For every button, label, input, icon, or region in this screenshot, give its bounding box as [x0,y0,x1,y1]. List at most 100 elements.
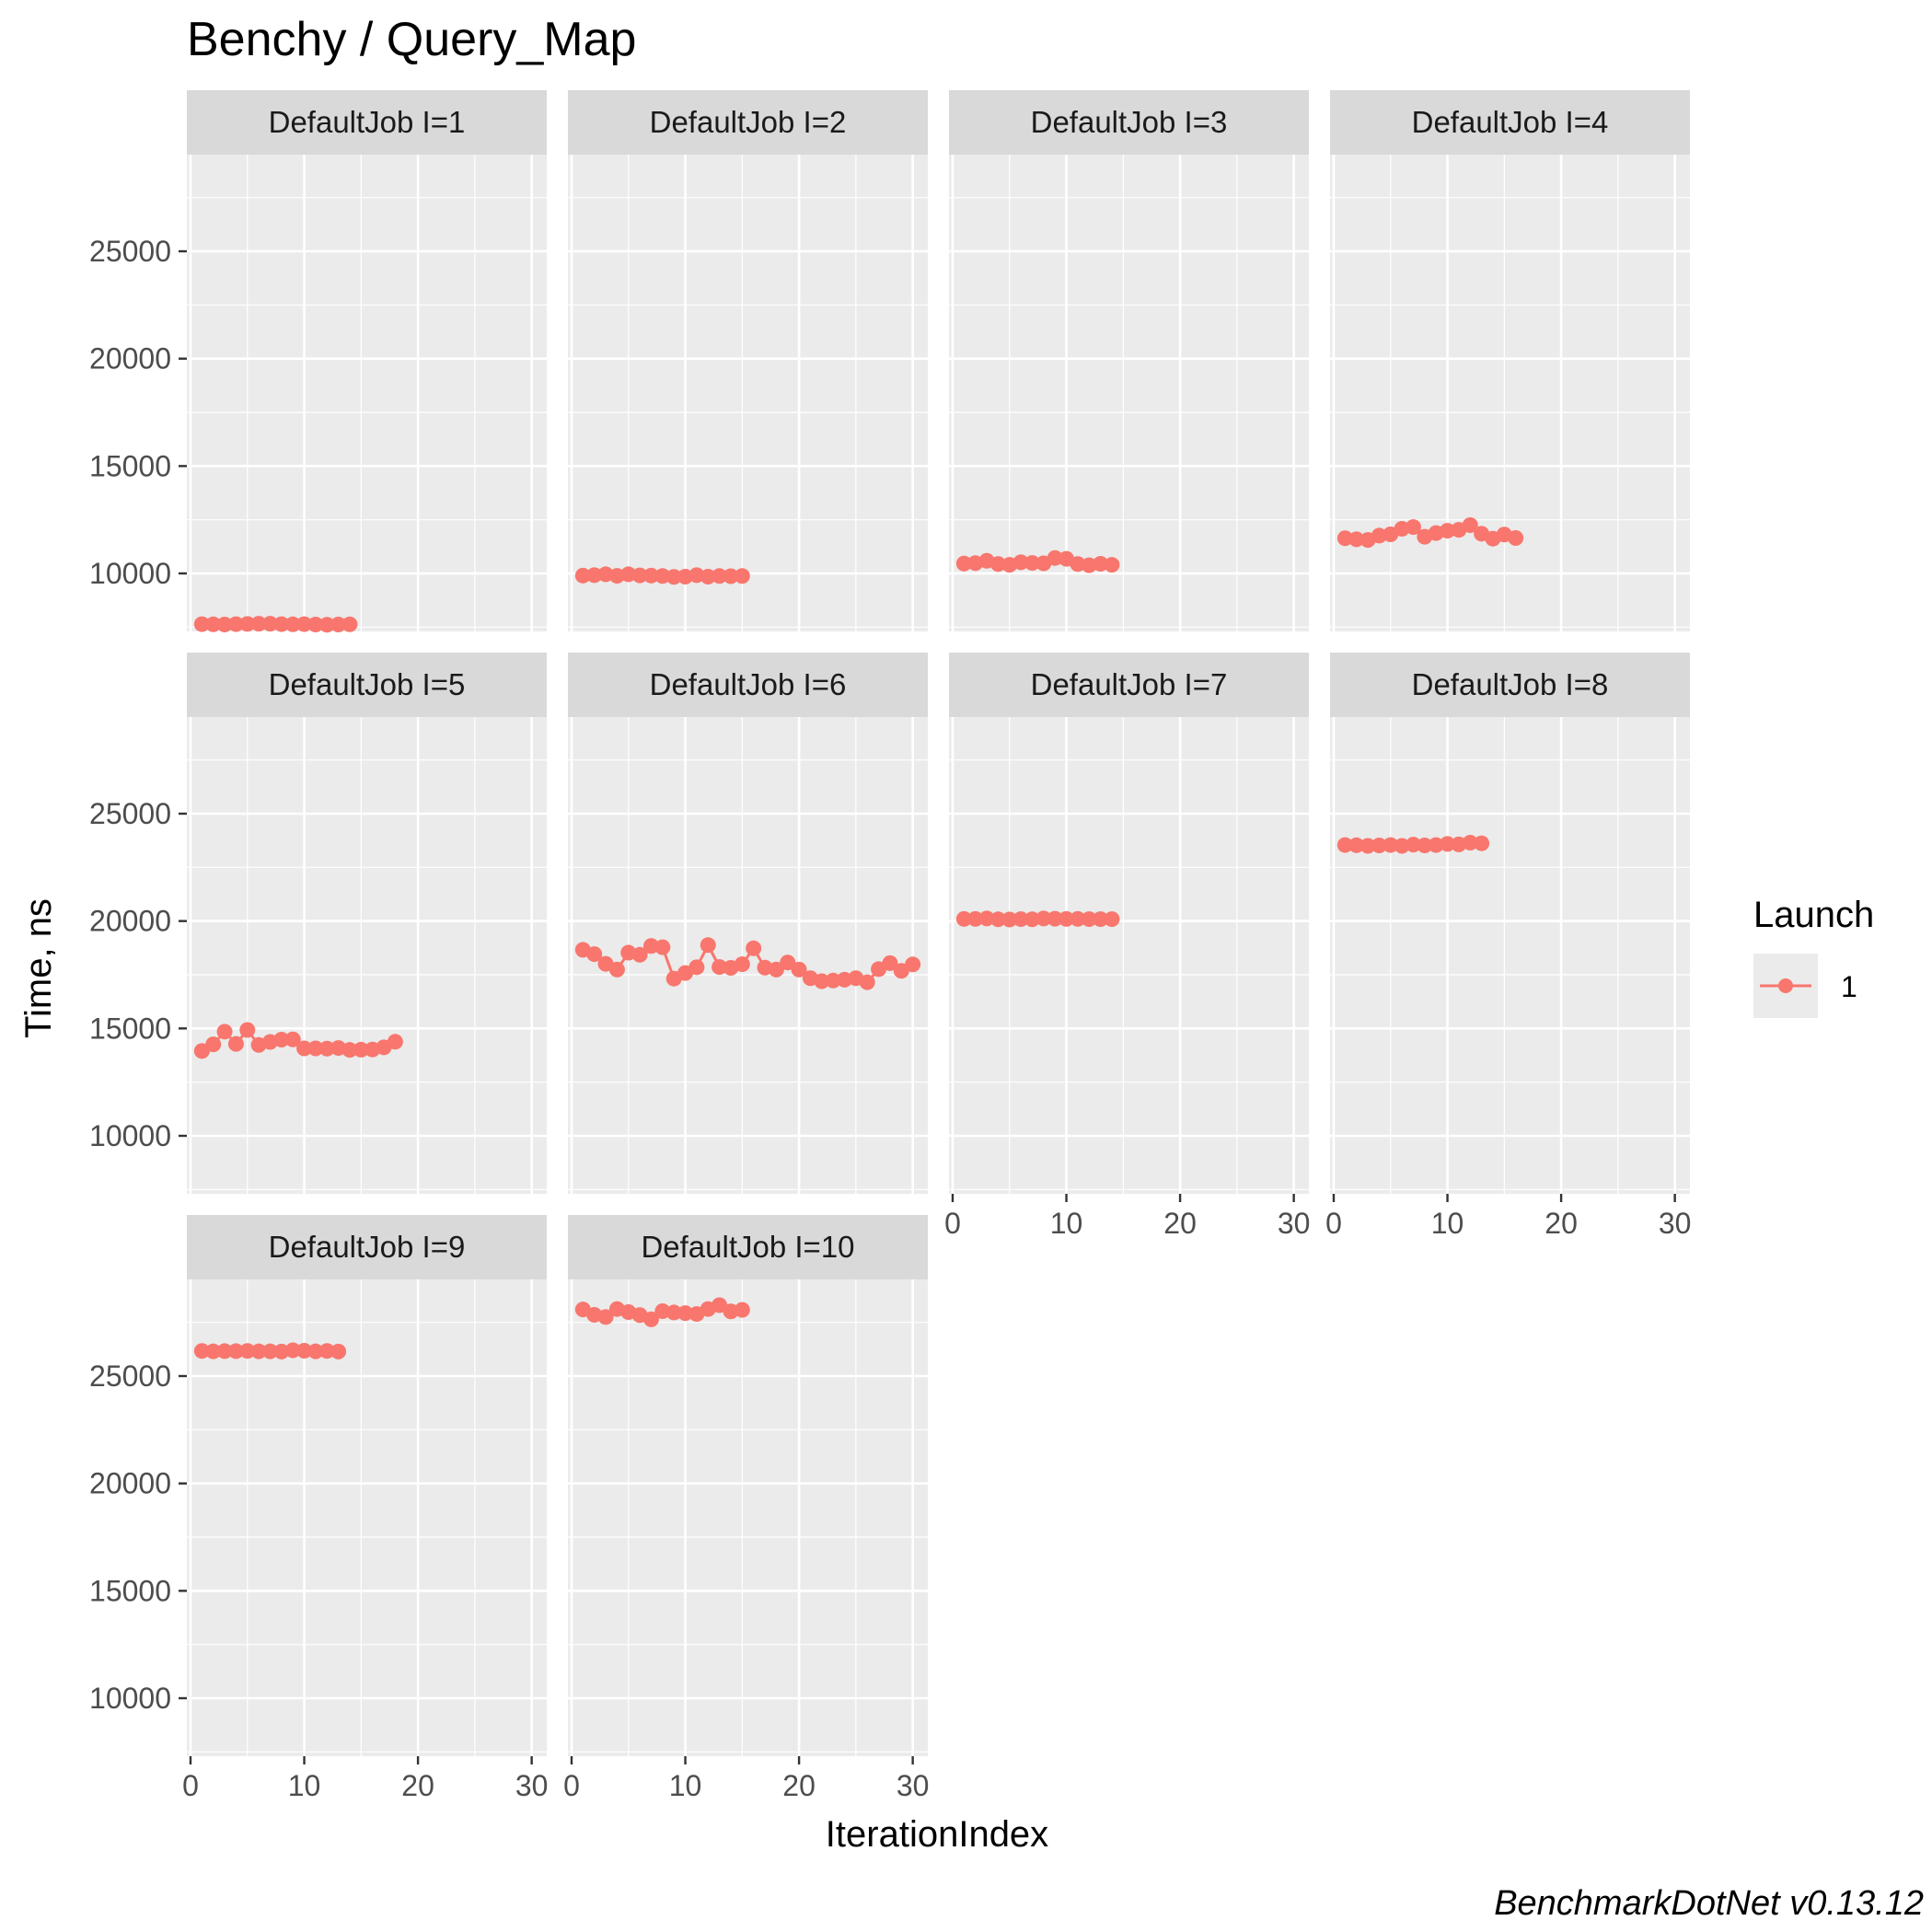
data-point [1382,837,1399,853]
facet-strip-label: DefaultJob I=8 [1412,667,1609,701]
data-point [284,1342,301,1359]
data-point [1405,519,1421,536]
data-point [1462,835,1478,850]
panel-background [1330,717,1690,1194]
facet-strip [949,653,1309,717]
data-point [597,1309,614,1325]
data-point [1070,910,1086,927]
facet-panel: DefaultJob I=3 [949,90,1309,631]
data-point [1336,837,1353,853]
data-point [307,1040,324,1057]
chart-title: Benchy / Query_Map [187,13,636,66]
x-tick-label: 0 [182,1769,199,1802]
data-point [1508,530,1524,546]
data-point [631,946,648,963]
facet-panel: DefaultJob I=1 10000 15000 20000 25000 [89,90,547,633]
data-point [318,617,335,633]
facet-panels: DefaultJob I=110000150002000025000Defaul… [89,90,1691,1802]
facet-panel: DefaultJob I=7 0 10 20 30 [944,653,1310,1240]
data-point [893,963,909,979]
data-point [688,567,705,584]
legend-key-point [1778,978,1793,993]
data-point [746,940,762,956]
data-point [1417,838,1433,854]
data-point [341,616,358,632]
data-point [882,954,898,971]
x-tick-label: 20 [782,1769,816,1802]
data-point [905,956,921,973]
facet-panel: DefaultJob I=4 [1330,90,1690,631]
facet-strip-label: DefaultJob I=4 [1412,105,1609,139]
data-point [700,937,716,954]
x-tick-label: 30 [1659,1207,1692,1240]
y-axis-title: Time, ns [18,898,59,1038]
data-point [574,567,591,584]
x-tick-label: 20 [1163,1207,1197,1240]
facet-panel: DefaultJob I=2 [568,90,928,631]
panel-background [949,155,1309,631]
x-tick-label: 0 [563,1769,580,1802]
data-point [642,567,659,584]
data-point [1035,910,1052,927]
data-point [1093,556,1109,572]
data-point [216,1024,233,1040]
x-tick-label: 30 [1278,1207,1311,1240]
data-point [1012,554,1029,571]
data-point [261,616,278,632]
data-point [296,616,313,632]
data-point [1359,838,1376,854]
data-point [1093,911,1109,928]
legend-label: 1 [1841,970,1857,1003]
facet-strip-label: DefaultJob I=3 [1031,105,1228,139]
data-point [1371,838,1387,854]
legend: Launch 1 [1753,895,1874,1018]
facet-strip-label: DefaultJob I=6 [650,667,847,701]
data-point [1081,557,1097,573]
data-point [955,555,972,572]
facet-panel: DefaultJob I=5 10000 15000 20000 25000 [89,653,547,1194]
facet-strip [187,653,547,717]
data-point [239,616,256,632]
y-tick-label: 10000 [89,1119,171,1152]
data-point [296,1040,313,1057]
data-point [353,1041,369,1058]
data-point [1059,910,1075,927]
data-point [205,1036,222,1053]
y-tick-label: 25000 [89,235,171,268]
data-point [711,959,728,976]
data-point [307,617,324,633]
facet-strip-label: DefaultJob I=10 [641,1230,854,1264]
facet-strip-label: DefaultJob I=9 [269,1230,466,1264]
facet-strip [187,1215,547,1279]
data-point [768,961,784,978]
facet-strip-label: DefaultJob I=1 [269,105,466,139]
data-point [642,1311,659,1327]
data-point [1440,836,1456,852]
y-tick-label: 10000 [89,557,171,590]
data-point [1405,837,1421,853]
data-point [608,568,625,584]
data-point [642,938,659,954]
data-point [1474,835,1490,851]
data-point [318,1343,335,1359]
facet-panel: DefaultJob I=9 10000 15000 20000 25000 0 10 20 3… [89,1215,548,1802]
data-point [216,617,233,633]
facet-strip-label: DefaultJob I=7 [1031,667,1228,701]
facet-strip [568,90,928,155]
data-point [1104,911,1120,928]
data-point [1336,530,1353,547]
data-point [284,1031,301,1047]
x-tick-label: 10 [1050,1207,1083,1240]
data-point [227,1035,244,1052]
facet-panel: DefaultJob I=8 0 10 20 30 [1325,653,1691,1240]
data-point [780,954,796,971]
caption: BenchmarkDotNet v0.13.12 [1494,1884,1924,1923]
x-tick-label: 0 [1325,1207,1342,1240]
data-point [273,616,290,632]
data-point [1462,517,1478,533]
panel-background [187,717,547,1194]
data-point [734,568,750,584]
x-tick-label: 0 [944,1207,961,1240]
data-point [734,1301,750,1318]
data-point [1104,557,1120,573]
